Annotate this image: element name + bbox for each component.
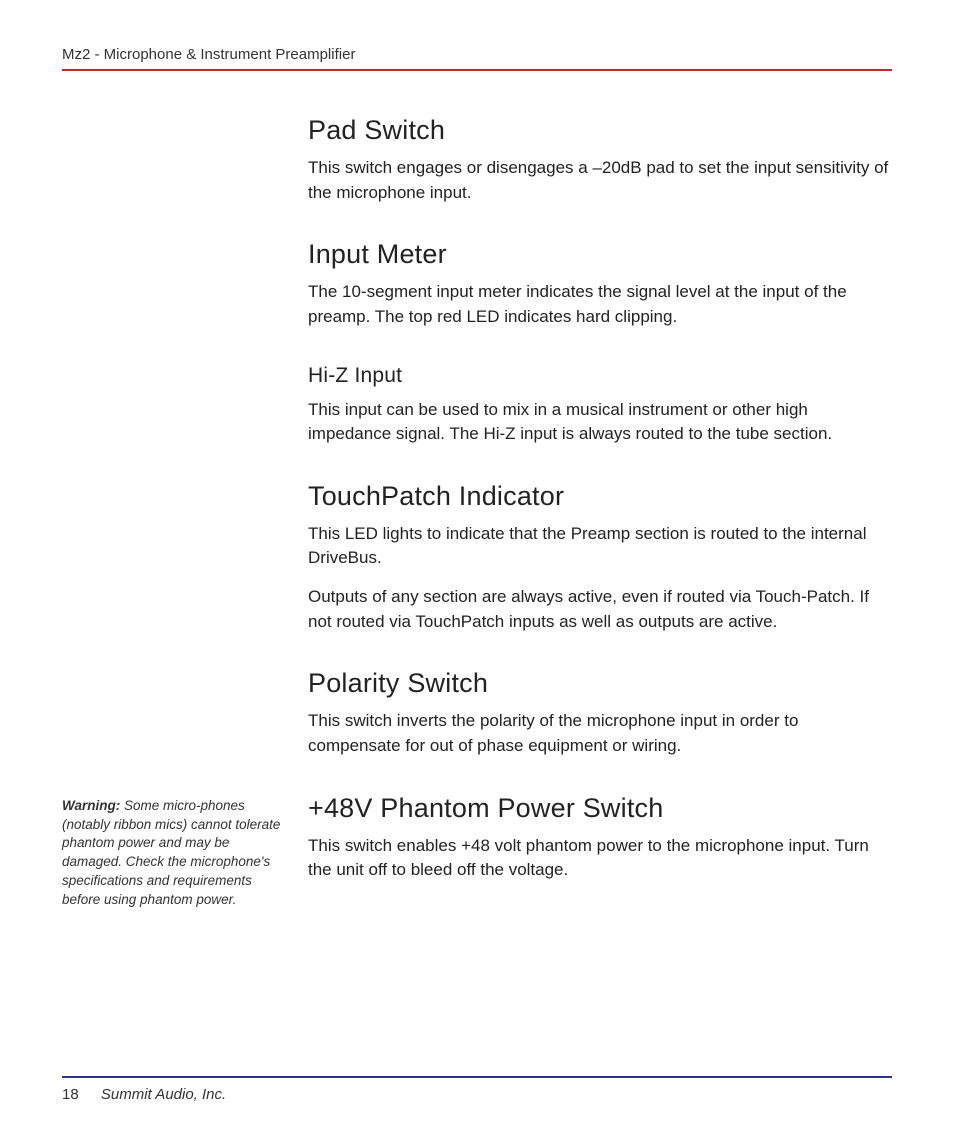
margin-note: Warning: Some micro-phones (notably ribb… — [62, 797, 288, 910]
body-paragraph: This switch inverts the polarity of the … — [308, 709, 892, 758]
section: TouchPatch Indicator This LED lights to i… — [308, 481, 892, 635]
margin-sidebar: Warning: Some micro-phones (notably ribb… — [62, 115, 308, 917]
footer-rule — [62, 1076, 892, 1078]
body-paragraph: This switch enables +48 volt phantom pow… — [308, 834, 892, 883]
section-heading: TouchPatch Indicator — [308, 481, 892, 512]
section: Input Meter The 10-segment input meter in… — [308, 239, 892, 329]
section: Pad Switch This switch engages or disenga… — [308, 115, 892, 205]
body-paragraph: This switch engages or disengages a –20d… — [308, 156, 892, 205]
body-paragraph: The 10-segment input meter indicates the… — [308, 280, 892, 329]
body-paragraph: This LED lights to indicate that the Pre… — [308, 522, 892, 571]
margin-note-text: Some micro-phones (notably ribbon mics) … — [62, 798, 280, 907]
running-header: Mz2 - Microphone & Instrument Preamplifi… — [62, 46, 892, 67]
section: +48V Phantom Power Switch This switch ena… — [308, 793, 892, 883]
section-heading: +48V Phantom Power Switch — [308, 793, 892, 824]
header-rule — [62, 69, 892, 71]
content-area: Warning: Some micro-phones (notably ribb… — [62, 115, 892, 917]
publisher-name: Summit Audio, Inc. — [101, 1086, 226, 1103]
body-paragraph: Outputs of any section are always active… — [308, 585, 892, 634]
page-number: 18 — [62, 1086, 79, 1103]
section: Polarity Switch This switch inverts the p… — [308, 668, 892, 758]
margin-note-label: Warning: — [62, 798, 120, 813]
body-paragraph: This input can be used to mix in a music… — [308, 398, 892, 447]
section-heading: Pad Switch — [308, 115, 892, 146]
main-column: Pad Switch This switch engages or disenga… — [308, 115, 892, 917]
section-heading: Hi-Z Input — [308, 364, 892, 388]
section-heading: Polarity Switch — [308, 668, 892, 699]
page-footer: 18 Summit Audio, Inc. — [62, 1076, 892, 1103]
footer-line: 18 Summit Audio, Inc. — [62, 1086, 892, 1103]
section: Hi-Z Input This input can be used to mix … — [308, 364, 892, 447]
page: Mz2 - Microphone & Instrument Preamplifi… — [0, 0, 954, 1145]
section-heading: Input Meter — [308, 239, 892, 270]
